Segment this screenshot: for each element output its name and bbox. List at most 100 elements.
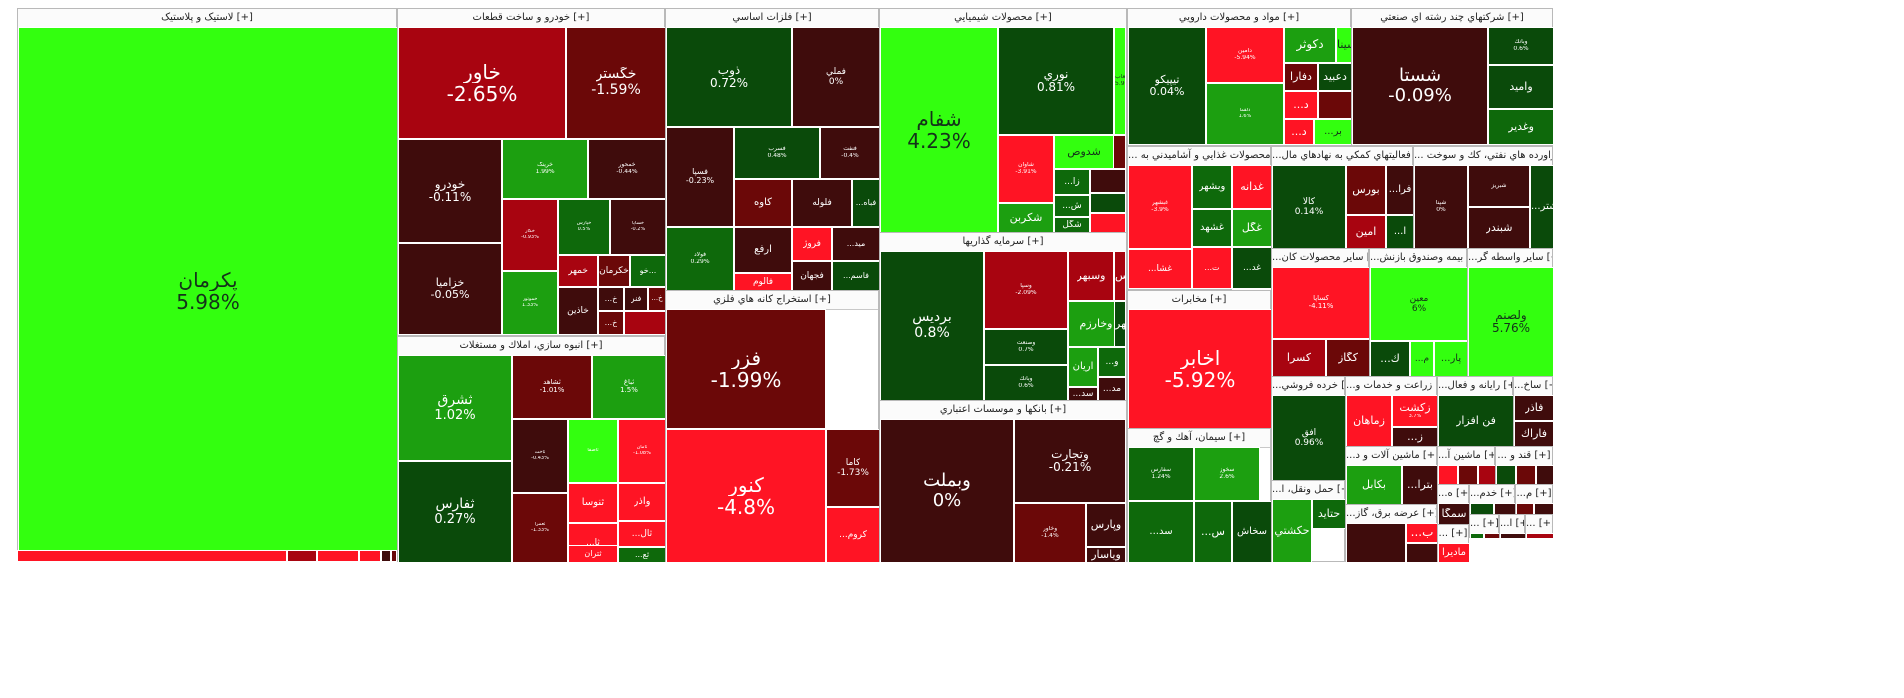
symbol-tile[interactable]: ثاخت -0.43%: [512, 419, 568, 493]
symbol-tile[interactable]: ...ثال: [618, 521, 666, 547]
symbol-tile[interactable]: ثنوسا: [568, 483, 618, 523]
symbol-tile[interactable]: ...ش: [1054, 195, 1090, 217]
sector-header[interactable]: خودرو و ساخت قطعات [+]: [398, 9, 664, 28]
symbol-tile[interactable]: فاراك: [1514, 421, 1554, 447]
symbol-tile[interactable]: كساپا -4.11%: [1272, 267, 1370, 339]
symbol-tile[interactable]: كاوه: [734, 179, 792, 227]
symbol-tile[interactable]: فسرب 0.48%: [734, 127, 820, 179]
symbol-tile[interactable]: غشهد: [1192, 209, 1232, 247]
symbol-tile[interactable]: ثفارس 0.27%: [398, 461, 512, 563]
symbol-tile[interactable]: شگل: [1054, 217, 1090, 233]
sector-header[interactable]: ... [+]: [1470, 515, 1498, 534]
symbol-tile-small[interactable]: [317, 550, 359, 562]
sector-header[interactable]: ...ساير واسطه گر [+]: [1468, 249, 1552, 268]
symbol-tile[interactable]: فن افزار: [1438, 395, 1514, 447]
symbol-tile[interactable]: خساپا -0.2%: [610, 199, 666, 255]
symbol-tile[interactable]: غگل: [1232, 209, 1272, 247]
symbol-tile[interactable]: وسبهر: [1068, 251, 1114, 301]
symbol-tile[interactable]: خزامیا -0.05%: [398, 243, 502, 335]
symbol-tile[interactable]: ...غشا: [1128, 249, 1192, 289]
symbol-tile[interactable]: ...ثع: [618, 547, 666, 563]
symbol-tile-small[interactable]: [1090, 169, 1126, 193]
symbol-tile[interactable]: وخاور -1.4%: [1014, 503, 1086, 563]
symbol-tile[interactable]: فلوله: [792, 179, 852, 227]
symbol-tile[interactable]: ذوب 0.72%: [666, 27, 792, 127]
symbol-tile[interactable]: خمحور -0.44%: [588, 139, 666, 199]
symbol-tile[interactable]: شدوص: [1054, 135, 1114, 169]
sector-header[interactable]: ... محصولات غذايي و آشاميدني به [+]: [1128, 147, 1270, 166]
symbol-tile[interactable]: بكابل: [1346, 465, 1402, 505]
sector-header[interactable]: مواد و محصولات دارويي [+]: [1128, 9, 1350, 28]
symbol-tile-small[interactable]: [1536, 465, 1554, 485]
symbol-tile[interactable]: فنر: [624, 287, 648, 311]
sector-header[interactable]: ...ا [+]: [1500, 515, 1524, 534]
symbol-tile[interactable]: وسپا -2.09%: [984, 251, 1068, 329]
symbol-tile[interactable]: فزر -1.99%: [666, 309, 826, 429]
symbol-tile[interactable]: شستا -0.09%: [1352, 27, 1488, 145]
symbol-tile[interactable]: خموتور 1.33%: [502, 271, 558, 335]
symbol-tile[interactable]: حكشتي: [1272, 499, 1312, 563]
sector-header[interactable]: ...خرده فروشي [+]: [1272, 377, 1344, 396]
symbol-tile[interactable]: خرينگ 1.99%: [502, 139, 588, 199]
sector-header[interactable]: فلزات اساسي [+]: [666, 9, 878, 28]
symbol-tile[interactable]: غبشهر -3.9%: [1128, 165, 1192, 249]
symbol-tile[interactable]: وتجارت -0.21%: [1014, 419, 1126, 503]
symbol-tile[interactable]: فجهان: [792, 261, 832, 291]
symbol-tile[interactable]: ...ت: [1192, 247, 1232, 289]
symbol-tile[interactable]: ...غد: [1232, 247, 1272, 289]
symbol-tile[interactable]: شهر: [1114, 301, 1126, 347]
symbol-tile[interactable]: خمهر: [558, 255, 598, 287]
symbol-tile[interactable]: تيپيكو 0.04%: [1128, 27, 1206, 145]
symbol-tile-small[interactable]: [391, 550, 397, 562]
symbol-tile-small[interactable]: [359, 550, 381, 562]
sector-header[interactable]: ... فراورده هاي نفتي، كك و سوخت [+]: [1414, 147, 1552, 166]
symbol-tile[interactable]: كاما -1.73%: [826, 429, 880, 507]
symbol-tile[interactable]: دكوثر: [1284, 27, 1336, 63]
symbol-tile[interactable]: ثشاهد -1.01%: [512, 355, 592, 419]
symbol-tile[interactable]: فنفت -0.4%: [820, 127, 880, 179]
symbol-tile[interactable]: ثشرق 1.02%: [398, 355, 512, 461]
sector-header[interactable]: شركتهاي چند رشته اي صنعتي [+]: [1352, 9, 1552, 28]
symbol-tile[interactable]: شلعاب5.96%: [1114, 27, 1126, 135]
symbol-tile[interactable]: سمگا: [1438, 503, 1470, 525]
symbol-tile[interactable]: ...بر: [1314, 119, 1352, 145]
symbol-tile[interactable]: وبانك 0.6%: [1488, 27, 1554, 65]
sector-header[interactable]: بانكها و موسسات اعتباري [+]: [880, 401, 1126, 420]
symbol-tile[interactable]: زماهان: [1346, 395, 1392, 447]
symbol-tile[interactable]: ثعمرا -1.33%: [512, 493, 568, 563]
symbol-tile[interactable]: ...فرا: [1386, 165, 1414, 215]
sector-header[interactable]: ...ماشين آلات و د [+]: [1346, 447, 1436, 466]
symbol-tile-small[interactable]: [1346, 523, 1406, 563]
symbol-tile[interactable]: ...خ: [598, 287, 624, 311]
symbol-tile[interactable]: ارفع: [734, 227, 792, 273]
symbol-tile[interactable]: ثتران: [568, 545, 618, 563]
sector-header[interactable]: ... قند و [+]: [1496, 447, 1552, 466]
symbol-tile[interactable]: دلقما 1.6%: [1206, 83, 1284, 145]
symbol-tile[interactable]: ...خ: [598, 311, 624, 335]
symbol-tile[interactable]: ...و: [1098, 347, 1126, 377]
symbol-tile[interactable]: ...ا: [1386, 215, 1414, 249]
sector-header[interactable]: محصولات شيميايي [+]: [880, 9, 1126, 28]
symbol-tile[interactable]: ...فباه: [852, 179, 880, 227]
symbol-tile-small[interactable]: [1458, 465, 1478, 485]
symbol-tile-small[interactable]: [1318, 91, 1352, 119]
symbol-tile[interactable]: وصنعت 0.7%: [984, 329, 1068, 365]
symbol-tile[interactable]: كنور -4.8%: [666, 429, 826, 563]
symbol-tile[interactable]: ثامان -1.08%: [618, 419, 666, 483]
symbol-tile[interactable]: غدانه: [1232, 165, 1272, 209]
symbol-tile[interactable]: ...ز: [1392, 427, 1438, 447]
symbol-tile[interactable]: شبندر: [1468, 207, 1530, 249]
symbol-tile[interactable]: نوري 0.81%: [998, 27, 1114, 135]
symbol-tile[interactable]: فسپا -0.23%: [666, 127, 734, 227]
symbol-tile[interactable]: افق 0.96%: [1272, 395, 1346, 481]
symbol-tile[interactable]: امين: [1346, 215, 1386, 249]
symbol-tile[interactable]: شبريز: [1468, 165, 1530, 207]
symbol-tile[interactable]: ...بترا: [1402, 465, 1438, 505]
symbol-tile-small[interactable]: [1516, 465, 1536, 485]
symbol-tile-small[interactable]: [287, 550, 317, 562]
sector-header[interactable]: سيمان، آهك و گچ [+]: [1128, 429, 1270, 448]
symbol-tile[interactable]: ماديرا: [1438, 543, 1470, 563]
sector-header[interactable]: ...زراعت و خدمات و [+]: [1346, 377, 1436, 396]
symbol-tile[interactable]: بورس: [1346, 165, 1386, 215]
symbol-tile[interactable]: وبانك 0.6%: [984, 365, 1068, 401]
